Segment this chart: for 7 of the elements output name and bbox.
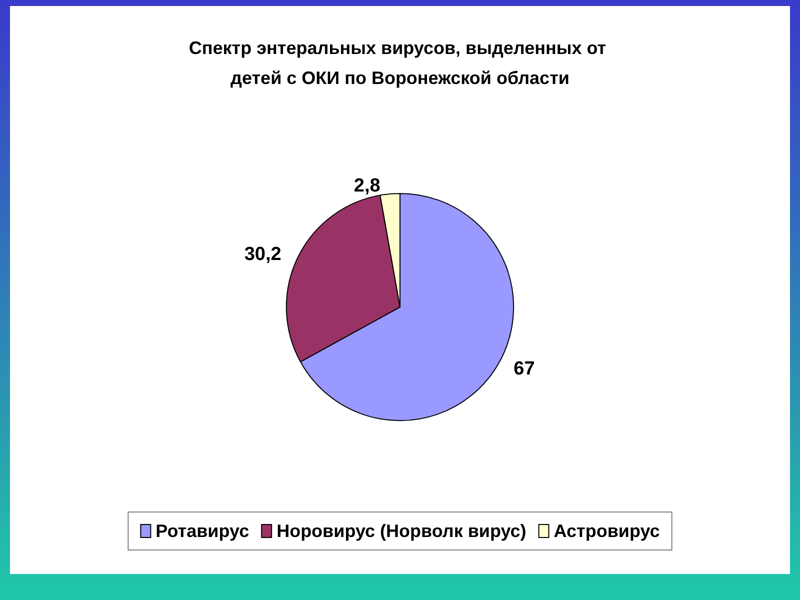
legend-label: Астровирус bbox=[554, 521, 660, 541]
data-label: 2,8 bbox=[354, 175, 380, 196]
data-label: 67 bbox=[514, 358, 535, 380]
chart-title: Спектр энтеральных вирусов, выделенных от детей с ОКИ по Воронежской области bbox=[188, 38, 612, 88]
legend-label: Ротавирус bbox=[156, 521, 250, 541]
data-label: 30,2 bbox=[244, 244, 282, 266]
legend-label: Норовирус (Норволк вирус) bbox=[276, 521, 526, 541]
